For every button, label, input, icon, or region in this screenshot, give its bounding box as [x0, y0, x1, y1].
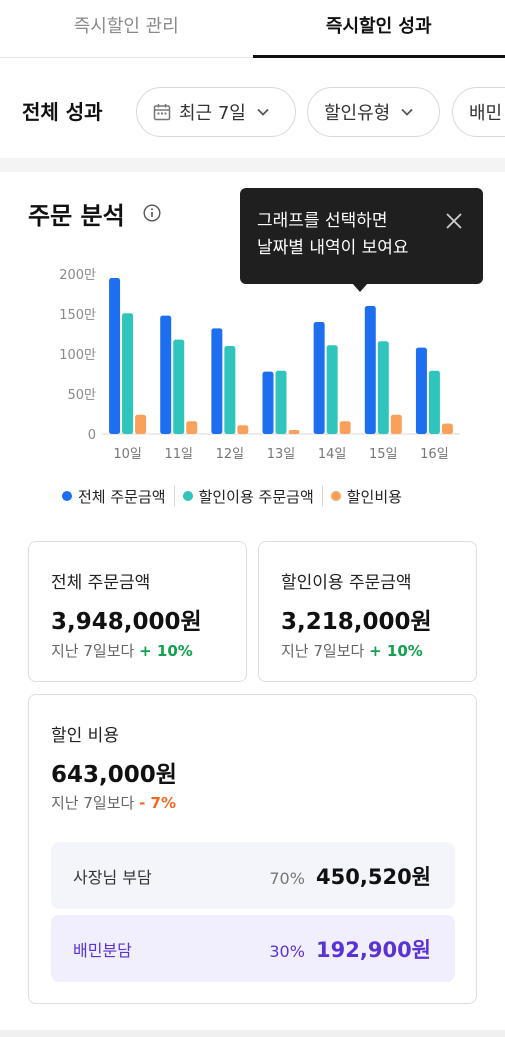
legend-divider — [173, 486, 175, 506]
baemin-share-label: 배민분담 — [73, 941, 132, 960]
order-analysis-chart[interactable]: 200만 150만 100만 50만 0 10일 11일 12일 13일 14일 15일 16일 — [50, 260, 470, 470]
owner-filter-button[interactable]: 배민 — [452, 87, 505, 137]
owner-share-values: 70% 450,520원 — [269, 861, 431, 891]
tab-discount-performance[interactable]: 즉시할인 성과 — [325, 16, 432, 37]
owner-filter-label: 배민 — [469, 103, 503, 124]
change-percent: + 10% — [139, 642, 193, 660]
owner-share-percent: 70% — [269, 869, 305, 888]
bar-discounted[interactable] — [224, 346, 236, 434]
card-value: 3,218,000원 — [281, 609, 432, 635]
discounted-order-card: 할인이용 주문금액 3,218,000원 지난 7일보다 + 10% — [258, 541, 477, 682]
legend-label: 전체 주문금액 — [78, 487, 166, 506]
discount-type-filter-button[interactable]: 할인유형 — [307, 87, 440, 137]
card-compare: 지난 7일보다 + 10% — [51, 640, 193, 661]
x-tick-label: 11일 — [164, 447, 193, 462]
x-tick-label: 15일 — [369, 447, 398, 462]
bar-total[interactable] — [160, 315, 172, 434]
tooltip-arrow — [352, 283, 368, 292]
tab-discount-management[interactable]: 즉시할인 관리 — [73, 16, 179, 37]
card-compare: 지난 7일보다 - 7% — [51, 792, 176, 813]
filter-title: 전체 성과 — [22, 100, 103, 124]
owner-share-amount: 450,520원 — [316, 865, 431, 889]
legend-dot — [182, 491, 193, 501]
x-tick-label: 10일 — [113, 447, 142, 462]
order-analysis-title: 주문 분석 — [28, 202, 125, 230]
discount-type-filter-label: 할인유형 — [324, 103, 391, 124]
bar-cost[interactable] — [339, 421, 351, 434]
chart-tooltip: 그래프를 선택하면 날짜별 내역이 보여요 — [240, 188, 483, 284]
bar-discounted[interactable] — [428, 370, 440, 434]
card-label: 할인이용 주문금액 — [281, 573, 412, 593]
chevron-down-icon — [401, 108, 413, 116]
legend-dot — [330, 491, 341, 501]
compare-prefix: 지난 7일보다 — [51, 642, 135, 660]
tooltip-text: 그래프를 선택하면 날짜별 내역이 보여요 — [257, 208, 409, 262]
legend-item-cost: 할인비용 — [330, 486, 402, 507]
card-label: 전체 주문금액 — [51, 573, 151, 593]
chart-legend: 전체 주문금액 할인이용 주문금액 할인비용 — [62, 485, 402, 507]
bar-total[interactable] — [415, 347, 427, 434]
legend-label: 할인이용 주문금액 — [198, 487, 314, 506]
x-tick-label: 13일 — [267, 447, 296, 462]
tab-bar: 즉시할인 관리 즉시할인 성과 — [0, 0, 505, 58]
period-filter-button[interactable]: 최근 7일 — [136, 87, 296, 137]
y-tick-label: 0 — [88, 428, 96, 443]
baemin-share-row: 배민분담 30% 192,900원 — [51, 915, 455, 982]
bar-discounted[interactable] — [173, 339, 185, 434]
bottom-divider — [0, 1030, 505, 1037]
tooltip-line-2: 날짜별 내역이 보여요 — [257, 238, 409, 258]
chevron-down-icon — [257, 108, 269, 116]
active-tab-indicator — [253, 55, 505, 58]
total-order-card: 전체 주문금액 3,948,000원 지난 7일보다 + 10% — [28, 541, 247, 682]
baemin-share-values: 30% 192,900원 — [269, 934, 431, 964]
change-percent: + 10% — [369, 642, 423, 660]
baemin-share-percent: 30% — [269, 942, 305, 961]
legend-dot — [62, 491, 72, 501]
calendar-icon — [153, 104, 171, 121]
legend-divider — [321, 486, 323, 506]
legend-item-discounted: 할인이용 주문금액 — [182, 486, 314, 507]
bar-discounted[interactable] — [326, 345, 338, 434]
bar-total[interactable] — [211, 328, 223, 434]
card-value: 3,948,000원 — [51, 609, 202, 635]
bar-total[interactable] — [364, 306, 376, 434]
x-tick-label: 12일 — [216, 447, 245, 462]
bar-discounted[interactable] — [275, 370, 287, 434]
baemin-share-amount: 192,900원 — [316, 938, 431, 962]
period-filter-label: 최근 7일 — [179, 103, 246, 124]
y-tick-label: 200만 — [59, 268, 96, 283]
bar-cost[interactable] — [390, 414, 402, 434]
compare-prefix: 지난 7일보다 — [51, 794, 135, 812]
bar-cost[interactable] — [186, 421, 198, 434]
bar-cost[interactable] — [288, 430, 300, 434]
legend-item-total: 전체 주문금액 — [62, 486, 166, 507]
bar-cost[interactable] — [135, 414, 147, 434]
close-icon[interactable] — [445, 212, 463, 230]
y-tick-label: 50만 — [67, 388, 96, 403]
x-tick-label: 14일 — [318, 447, 347, 462]
change-percent: - 7% — [139, 794, 177, 812]
x-tick-label: 16일 — [420, 447, 449, 462]
bar-cost[interactable] — [237, 425, 249, 434]
bar-cost[interactable] — [441, 423, 453, 434]
y-tick-label: 100만 — [59, 348, 96, 363]
bar-discounted[interactable] — [377, 341, 389, 434]
bar-total[interactable] — [109, 278, 121, 434]
owner-share-label: 사장님 부담 — [73, 868, 152, 887]
tooltip-line-1: 그래프를 선택하면 — [257, 211, 388, 231]
card-value: 643,000원 — [51, 762, 177, 788]
bar-discounted[interactable] — [122, 313, 134, 434]
legend-label: 할인비용 — [346, 487, 402, 506]
section-divider — [0, 158, 505, 172]
y-tick-label: 150만 — [59, 308, 96, 323]
card-label: 할인 비용 — [51, 726, 119, 746]
card-compare: 지난 7일보다 + 10% — [281, 640, 423, 661]
owner-share-row: 사장님 부담 70% 450,520원 — [51, 842, 455, 909]
bar-total[interactable] — [262, 371, 274, 434]
info-icon[interactable] — [143, 204, 161, 222]
bar-total[interactable] — [313, 322, 325, 434]
filter-bar: 전체 성과 최근 7일 할인유형 배민 — [0, 58, 505, 166]
compare-prefix: 지난 7일보다 — [281, 642, 365, 660]
